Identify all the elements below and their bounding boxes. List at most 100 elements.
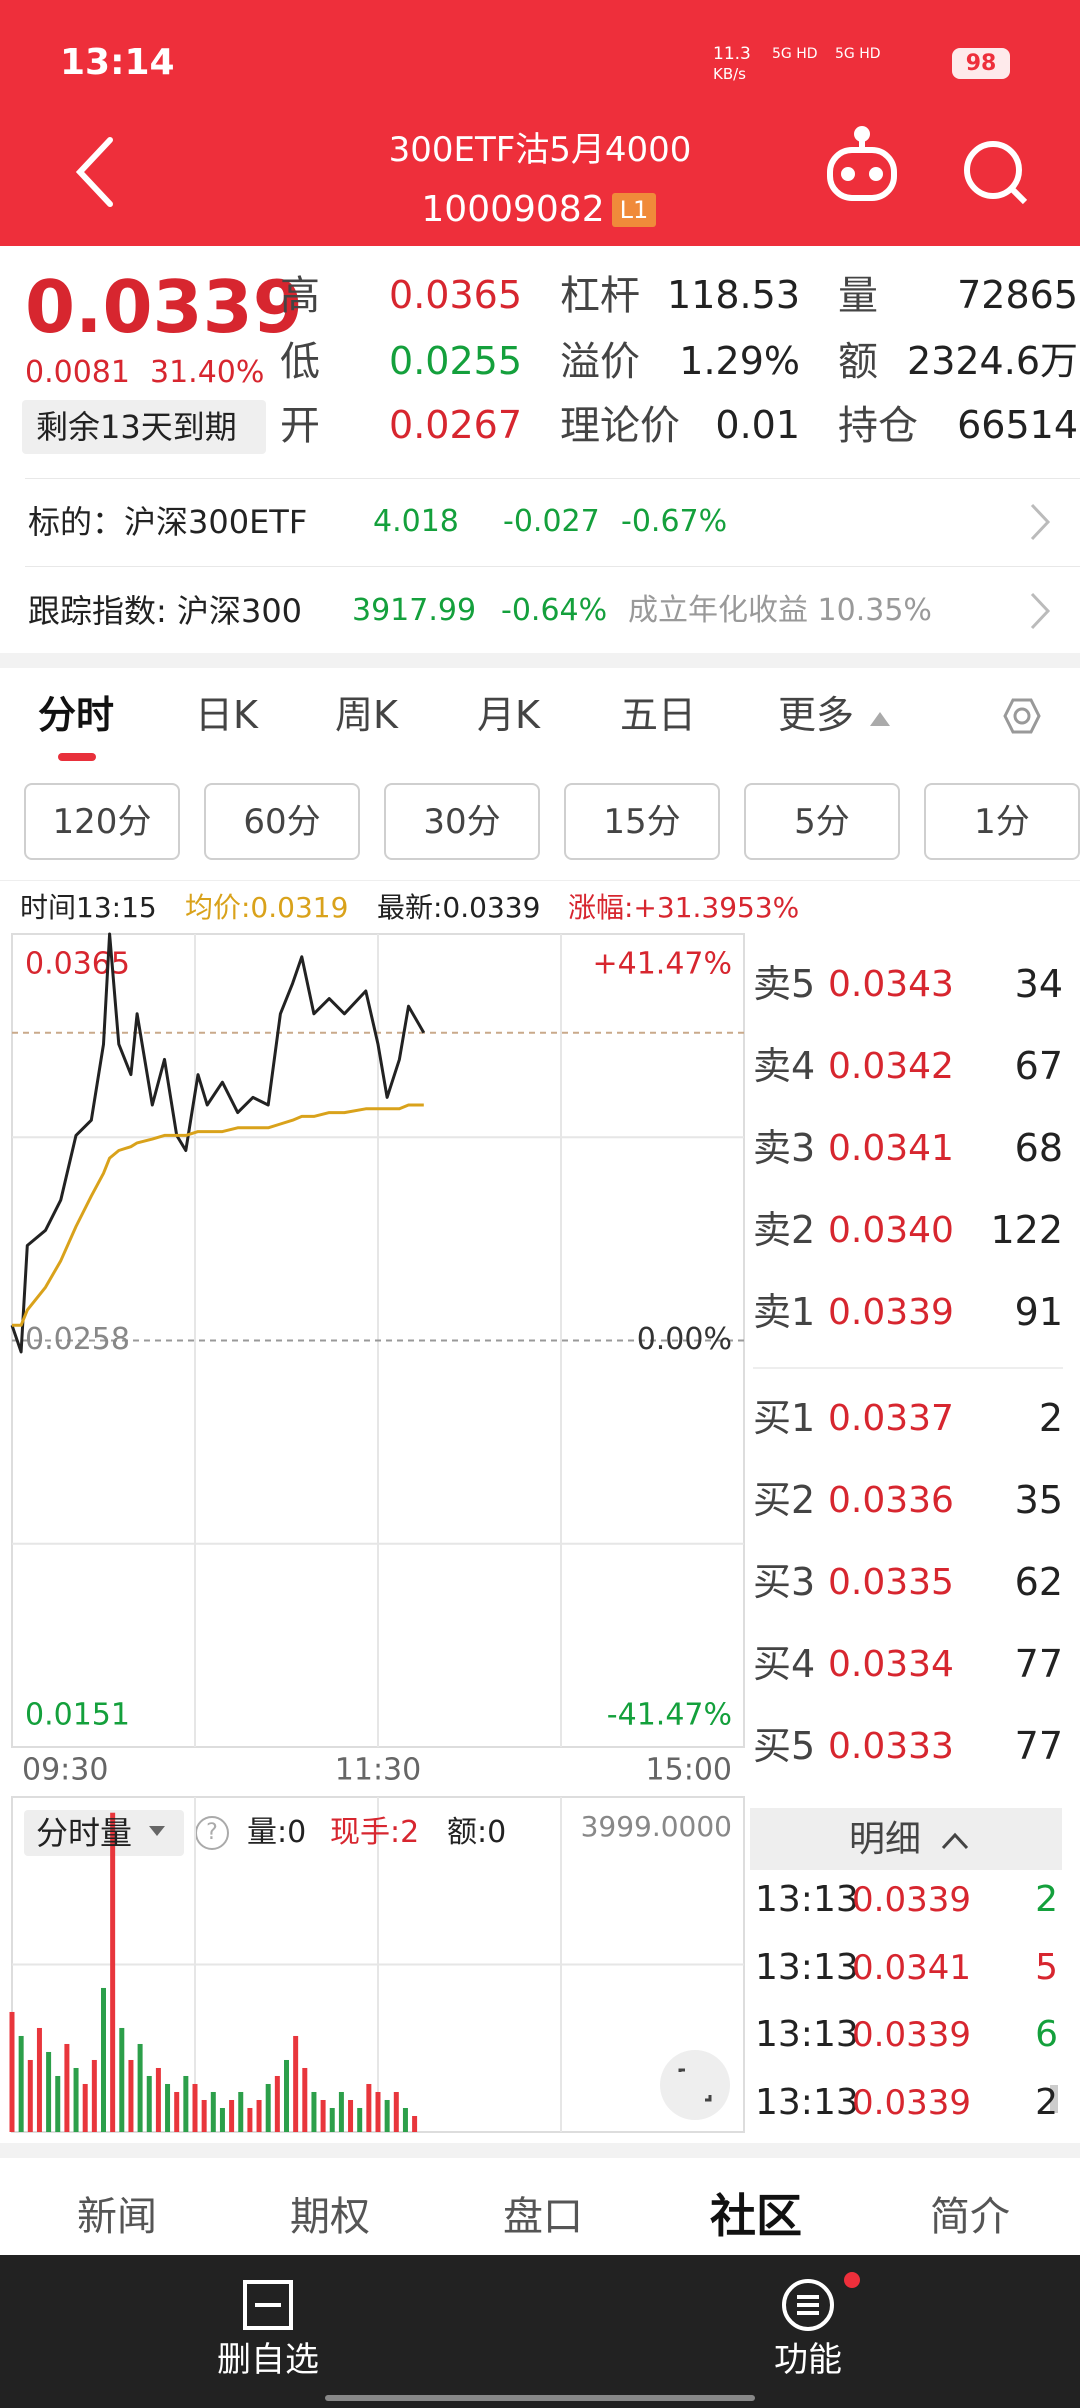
period-label[interactable]: 120分 xyxy=(52,801,152,842)
search-icon[interactable] xyxy=(964,141,1028,205)
chart-tab[interactable]: 更多 xyxy=(778,693,855,738)
trade-qty: 2 xyxy=(1035,2082,1058,2124)
book-level: 卖3 xyxy=(753,1126,816,1171)
book-level: 买1 xyxy=(753,1396,816,1441)
stat-label: 理论价 xyxy=(560,403,680,449)
battery-level: 98 xyxy=(965,50,997,76)
back-icon[interactable] xyxy=(75,137,113,207)
bottom-tab[interactable]: 新闻 xyxy=(77,2194,157,2240)
period-button[interactable] xyxy=(564,783,720,860)
level-badge xyxy=(612,193,656,227)
volume-bar xyxy=(384,2099,390,2132)
trade-time: 13:13 xyxy=(755,1879,859,1921)
tab-indicator xyxy=(58,753,96,761)
trade-price: 0.0339 xyxy=(852,2082,971,2123)
volume-bar xyxy=(329,2107,335,2132)
trade-qty: 5 xyxy=(1035,1947,1058,1989)
y-tick-label: 0.0258 xyxy=(25,1322,130,1357)
period-button[interactable] xyxy=(24,783,180,860)
volume-bar xyxy=(311,2091,317,2132)
book-qty: 77 xyxy=(1014,1724,1063,1769)
stat-label: 量 xyxy=(838,273,878,319)
stat-label: 持仓 xyxy=(838,403,918,449)
status-time: 13:14 xyxy=(60,42,175,84)
chevron[interactable] xyxy=(1030,503,1051,541)
robot-icon[interactable] xyxy=(827,126,897,201)
volume-bar xyxy=(238,2091,244,2132)
nav-label[interactable]: 删自选 xyxy=(217,2339,319,2380)
chart-tab[interactable]: 分时 xyxy=(38,693,115,738)
info-time: 时间13:15 xyxy=(20,891,157,925)
volume-bar xyxy=(348,2099,354,2132)
x-tick-label: 09:30 xyxy=(22,1753,108,1788)
volume-bar xyxy=(338,2091,344,2132)
nav-label[interactable]: 功能 xyxy=(774,2339,842,2380)
period-button[interactable] xyxy=(204,783,360,860)
volume-bar xyxy=(46,2051,52,2132)
divider xyxy=(25,478,1080,479)
volume-bar xyxy=(18,2035,24,2132)
period-label[interactable]: 15分 xyxy=(603,801,681,842)
volume-bar xyxy=(174,2091,180,2132)
volume-selector-label[interactable]: 分时量 xyxy=(36,1813,133,1852)
volume-bar xyxy=(128,2059,134,2132)
volume-bar xyxy=(357,2107,363,2132)
bottom-tab[interactable]: 简介 xyxy=(930,2194,1010,2240)
chart-tab[interactable]: 月K xyxy=(477,693,540,738)
stat-label: 开 xyxy=(280,403,320,449)
volume-bar xyxy=(229,2099,235,2132)
chevron[interactable] xyxy=(1030,592,1051,630)
more-arrow[interactable] xyxy=(870,712,890,726)
period-label[interactable]: 1分 xyxy=(974,801,1030,842)
book-price: 0.0339 xyxy=(828,1292,954,1334)
bottom-tab[interactable]: 社区 xyxy=(710,2189,802,2244)
bottom-tab[interactable]: 期权 xyxy=(290,2194,370,2240)
book-qty: 2 xyxy=(1038,1396,1063,1441)
book-level: 卖1 xyxy=(753,1290,816,1335)
period-label[interactable]: 60分 xyxy=(243,801,321,842)
book-level: 买2 xyxy=(753,1478,816,1523)
volume-bar xyxy=(210,2091,216,2132)
chart-tab[interactable]: 日K xyxy=(195,693,258,738)
period-label[interactable]: 5分 xyxy=(794,801,850,842)
index-price: 3917.99 xyxy=(352,593,477,628)
volume-bar xyxy=(192,2083,198,2132)
volume-bar xyxy=(302,2067,308,2132)
amount-label: 额:0 xyxy=(447,1815,507,1850)
settings-icon[interactable] xyxy=(1003,698,1041,734)
book-price: 0.0333 xyxy=(828,1726,954,1768)
dropdown-arrow[interactable] xyxy=(149,1826,165,1836)
chart-tab[interactable]: 五日 xyxy=(620,693,697,738)
stat-value: 66514 xyxy=(957,403,1078,448)
book-level: 买4 xyxy=(753,1642,816,1687)
scrollbar xyxy=(1050,2085,1058,2113)
book-qty: 122 xyxy=(990,1208,1063,1253)
collapse-icon[interactable] xyxy=(941,1832,969,1850)
bottom-tab[interactable]: 盘口 xyxy=(503,2194,583,2240)
help-label[interactable]: ? xyxy=(206,1819,218,1845)
period-button[interactable] xyxy=(744,783,900,860)
volume-bar xyxy=(375,2091,381,2132)
volume-bar xyxy=(137,2043,143,2132)
trade-time: 13:13 xyxy=(755,2014,859,2056)
trades-header[interactable]: 明细 xyxy=(848,1819,922,1861)
expand-button[interactable] xyxy=(660,2050,730,2120)
stat-value: 0.0267 xyxy=(389,403,522,448)
chart-tab[interactable]: 周K xyxy=(335,693,398,738)
info-latest: 最新:0.0339 xyxy=(377,891,541,925)
period-button[interactable] xyxy=(384,783,540,860)
volume-bar xyxy=(119,2027,125,2132)
underlying-label[interactable]: 标的：沪深300ETF xyxy=(28,502,308,541)
level-label: L1 xyxy=(619,195,649,224)
menu-icon[interactable] xyxy=(782,2279,834,2331)
book-price: 0.0343 xyxy=(828,964,954,1006)
period-label[interactable]: 30分 xyxy=(423,801,501,842)
book-price: 0.0337 xyxy=(828,1398,954,1440)
book-level: 卖2 xyxy=(753,1208,816,1253)
period-button[interactable] xyxy=(924,783,1080,860)
signal: 5G HD xyxy=(772,45,818,62)
last-price: 0.0339 xyxy=(25,264,303,349)
x-tick-label: 15:00 xyxy=(646,1753,732,1788)
remove-watchlist-icon[interactable] xyxy=(243,2280,293,2330)
index-label[interactable]: 跟踪指数: 沪深300 xyxy=(28,591,303,630)
